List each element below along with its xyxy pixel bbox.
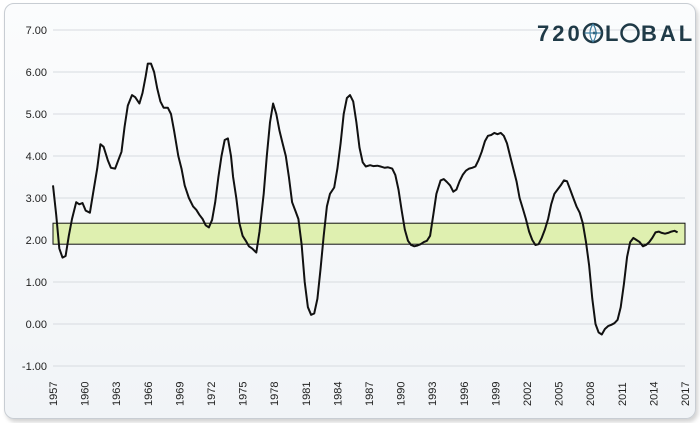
- y-axis-ticks: -1.00 0.00 1.00 2.00 3.00 4.00 5.00 6.00 7.00: [22, 25, 47, 373]
- line-chart: -1.00 0.00 1.00 2.00 3.00 4.00 5.00 6.00 7.00 19…: [22, 21, 695, 406]
- y-tick-label: 5.00: [26, 109, 47, 121]
- x-tick-label: 2002: [522, 382, 534, 406]
- target-band: [52, 222, 686, 245]
- globe-icon: [582, 22, 604, 44]
- gridlines: [53, 29, 685, 367]
- x-axis-ticks: 1957 1960 1963 1966 1969 1972 1975 1978 1981 1984…: [48, 382, 692, 406]
- x-tick-label: 1969: [174, 382, 186, 406]
- x-tick-label: 2005: [554, 382, 566, 406]
- x-tick-label: 1972: [206, 382, 218, 406]
- y-tick-label: 2.00: [26, 235, 47, 247]
- x-tick-label: 1978: [269, 382, 281, 406]
- x-tick-label: 1990: [396, 382, 408, 406]
- x-tick-label: 1996: [459, 382, 471, 406]
- y-tick-label: 7.00: [26, 25, 47, 37]
- x-tick-label: 1981: [301, 382, 313, 406]
- logo-suffix: BAL: [641, 21, 695, 46]
- x-tick-label: 1993: [427, 382, 439, 406]
- x-tick-label: 2011: [617, 382, 629, 406]
- logo-prefix: 720: [537, 21, 583, 46]
- logo-l: L: [605, 21, 621, 46]
- y-tick-label: 6.00: [26, 67, 47, 79]
- y-tick-label: 3.00: [26, 193, 47, 205]
- y-tick-label: 1.00: [26, 277, 47, 289]
- x-tick-label: 1966: [143, 382, 155, 406]
- series-line: [52, 62, 679, 336]
- x-tick-label: 2014: [648, 382, 660, 406]
- x-tick-label: 1960: [80, 382, 92, 406]
- x-tick-label: 2008: [585, 382, 597, 406]
- brand-logo: 720 L BAL: [537, 21, 695, 46]
- x-tick-label: 1957: [48, 382, 60, 406]
- x-tick-label: 1984: [332, 382, 344, 406]
- x-tick-label: 1987: [364, 382, 376, 406]
- x-tick-label: 1999: [490, 382, 502, 406]
- y-tick-label: 4.00: [26, 151, 47, 163]
- globe-icon-o: [620, 23, 640, 43]
- x-tick-label: 2017: [680, 382, 692, 406]
- y-tick-label: -1.00: [22, 361, 47, 373]
- x-tick-label: 1975: [238, 382, 250, 406]
- chart-frame: -1.00 0.00 1.00 2.00 3.00 4.00 5.00 6.00 7.00 19…: [4, 3, 696, 419]
- y-tick-label: 0.00: [26, 319, 47, 331]
- x-tick-label: 1963: [111, 382, 123, 406]
